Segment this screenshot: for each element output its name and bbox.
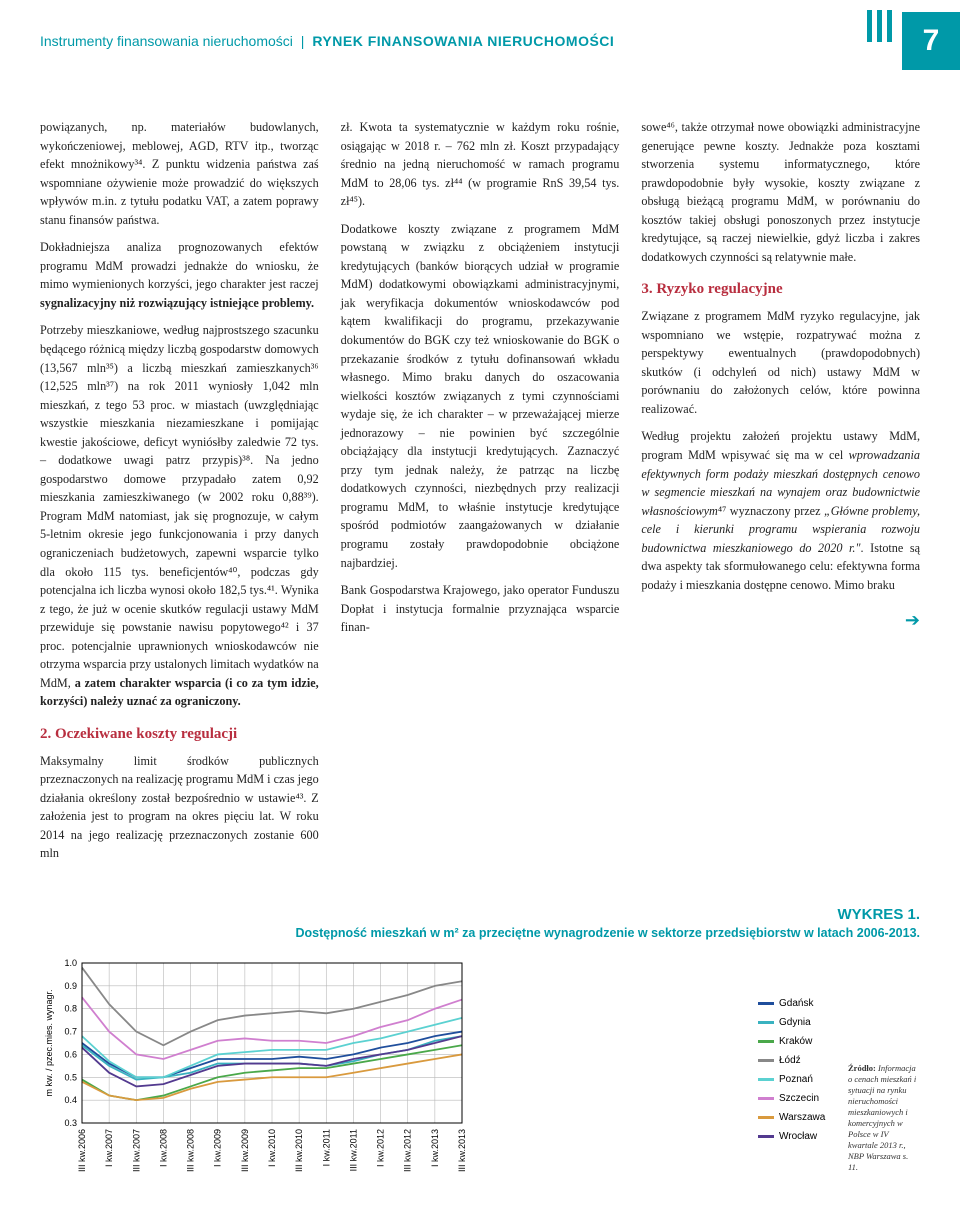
chart-source: Źródło: Informacja o cenach mieszkań i s… [848, 1063, 920, 1173]
c2-p1: zł. Kwota ta systematycznie w każdym rok… [341, 118, 620, 211]
column-1: powiązanych, np. materiałów budowlanych,… [40, 118, 319, 872]
svg-text:I kw.2013: I kw.2013 [430, 1129, 440, 1167]
chart-wrap: 0.3 0.4 0.5 0.6 0.7 0.8 0.9 1.0 III kw.2006 I kw.… [40, 955, 920, 1185]
legend-label: Kraków [779, 1036, 812, 1047]
svg-text:I kw.2007: I kw.2007 [104, 1129, 114, 1167]
legend-label: Warszawa [779, 1112, 825, 1123]
svg-text:I kw.2010: I kw.2010 [267, 1129, 277, 1167]
legend-item: Szczecin [758, 1093, 838, 1104]
c1-p2: Dokładniejsza analiza prognozowanych efe… [40, 238, 319, 312]
c3-p1: sowe⁴⁶, także otrzymał nowe obowiązki ad… [641, 118, 920, 266]
legend-swatch [758, 1021, 774, 1024]
legend-swatch [758, 1059, 774, 1062]
legend-label: Szczecin [779, 1093, 819, 1104]
svg-text:III kw.2013: III kw.2013 [457, 1129, 467, 1172]
page-number: 7 [902, 12, 960, 70]
svg-text:III kw.2012: III kw.2012 [403, 1129, 413, 1172]
content-columns: powiązanych, np. materiałów budowlanych,… [0, 88, 960, 892]
svg-text:0.4: 0.4 [64, 1095, 77, 1105]
legend-swatch [758, 1097, 774, 1100]
chart-subtitle: Dostępność mieszkań w m² za przeciętne w… [40, 925, 920, 941]
header-stripes [867, 40, 892, 42]
svg-text:0.8: 0.8 [64, 1004, 77, 1014]
legend-label: Łódź [779, 1055, 801, 1066]
legend-item: Wrocław [758, 1131, 838, 1142]
chart-svg: 0.3 0.4 0.5 0.6 0.7 0.8 0.9 1.0 III kw.2006 I kw.… [40, 955, 748, 1185]
legend-swatch [758, 1116, 774, 1119]
page-header: Instrumenty finansowania nieruchomości |… [0, 0, 960, 88]
header-right: RYNEK FINANSOWANIA NIERUCHOMOŚCI [312, 33, 614, 49]
c3-p2: Związane z programem MdM ryzyko regulacy… [641, 307, 920, 418]
legend-item: Kraków [758, 1036, 838, 1047]
legend-item: Gdańsk [758, 998, 838, 1009]
continue-arrow-icon: ➔ [905, 607, 920, 634]
svg-text:1.0: 1.0 [64, 958, 77, 968]
legend-label: Wrocław [779, 1131, 817, 1142]
svg-text:III kw.2009: III kw.2009 [240, 1129, 250, 1172]
svg-text:III kw.2011: III kw.2011 [348, 1129, 358, 1171]
svg-text:0.9: 0.9 [64, 981, 77, 991]
svg-text:I kw.2008: I kw.2008 [158, 1129, 168, 1167]
c2-p3: Bank Gospodarstwa Krajowego, jako operat… [341, 581, 620, 637]
legend-label: Gdańsk [779, 998, 813, 1009]
svg-text:I kw.2012: I kw.2012 [376, 1129, 386, 1167]
chart-title: WYKRES 1. [40, 906, 920, 923]
c1-p3: Potrzeby mieszkaniowe, według najprostsz… [40, 321, 319, 710]
legend-swatch [758, 1135, 774, 1138]
section-3-heading: 3. Ryzyko regulacyjne [641, 278, 920, 301]
column-3: sowe⁴⁶, także otrzymał nowe obowiązki ad… [641, 118, 920, 872]
legend-swatch [758, 1040, 774, 1043]
legend-label: Gdynia [779, 1017, 811, 1028]
legend-item: Warszawa [758, 1112, 838, 1123]
svg-text:I kw.2009: I kw.2009 [213, 1129, 223, 1167]
legend-item: Gdynia [758, 1017, 838, 1028]
svg-text:I kw.2011: I kw.2011 [321, 1129, 331, 1166]
page-number-box: 7 [867, 12, 960, 70]
svg-text:0.5: 0.5 [64, 1073, 77, 1083]
svg-text:m kw. / pzec.mies. wynagr.: m kw. / pzec.mies. wynagr. [44, 990, 54, 1097]
c3-p3: Według projektu założeń projektu ustawy … [641, 427, 920, 594]
header-left: Instrumenty finansowania nieruchomości [40, 33, 293, 49]
c2-p2: Dodatkowe koszty związane z programem Md… [341, 220, 620, 572]
svg-text:III kw.2007: III kw.2007 [131, 1129, 141, 1172]
header-title: Instrumenty finansowania nieruchomości |… [40, 33, 614, 49]
legend-item: Łódź [758, 1055, 838, 1066]
legend-item: Poznań [758, 1074, 838, 1085]
svg-text:0.3: 0.3 [64, 1118, 77, 1128]
c1-p1: powiązanych, np. materiałów budowlanych,… [40, 118, 319, 229]
chart-legend: Gdańsk Gdynia Kraków Łódź Poznań Szczecin Wars… [758, 955, 838, 1185]
column-2: zł. Kwota ta systematycznie w każdym rok… [341, 118, 620, 872]
legend-swatch [758, 1078, 774, 1081]
svg-text:III kw.2008: III kw.2008 [186, 1129, 196, 1172]
legend-swatch [758, 1002, 774, 1005]
svg-text:III kw.2010: III kw.2010 [294, 1129, 304, 1172]
c1-p4: Maksymalny limit środków publicznych prz… [40, 752, 319, 863]
header-divider: | [301, 33, 305, 49]
legend-label: Poznań [779, 1074, 813, 1085]
svg-text:0.7: 0.7 [64, 1027, 77, 1037]
chart-block: WYKRES 1. Dostępność mieszkań w m² za pr… [0, 906, 960, 1215]
svg-text:III kw.2006: III kw.2006 [77, 1129, 87, 1172]
section-2-heading: 2. Oczekiwane koszty regulacji [40, 723, 319, 746]
svg-text:0.6: 0.6 [64, 1050, 77, 1060]
